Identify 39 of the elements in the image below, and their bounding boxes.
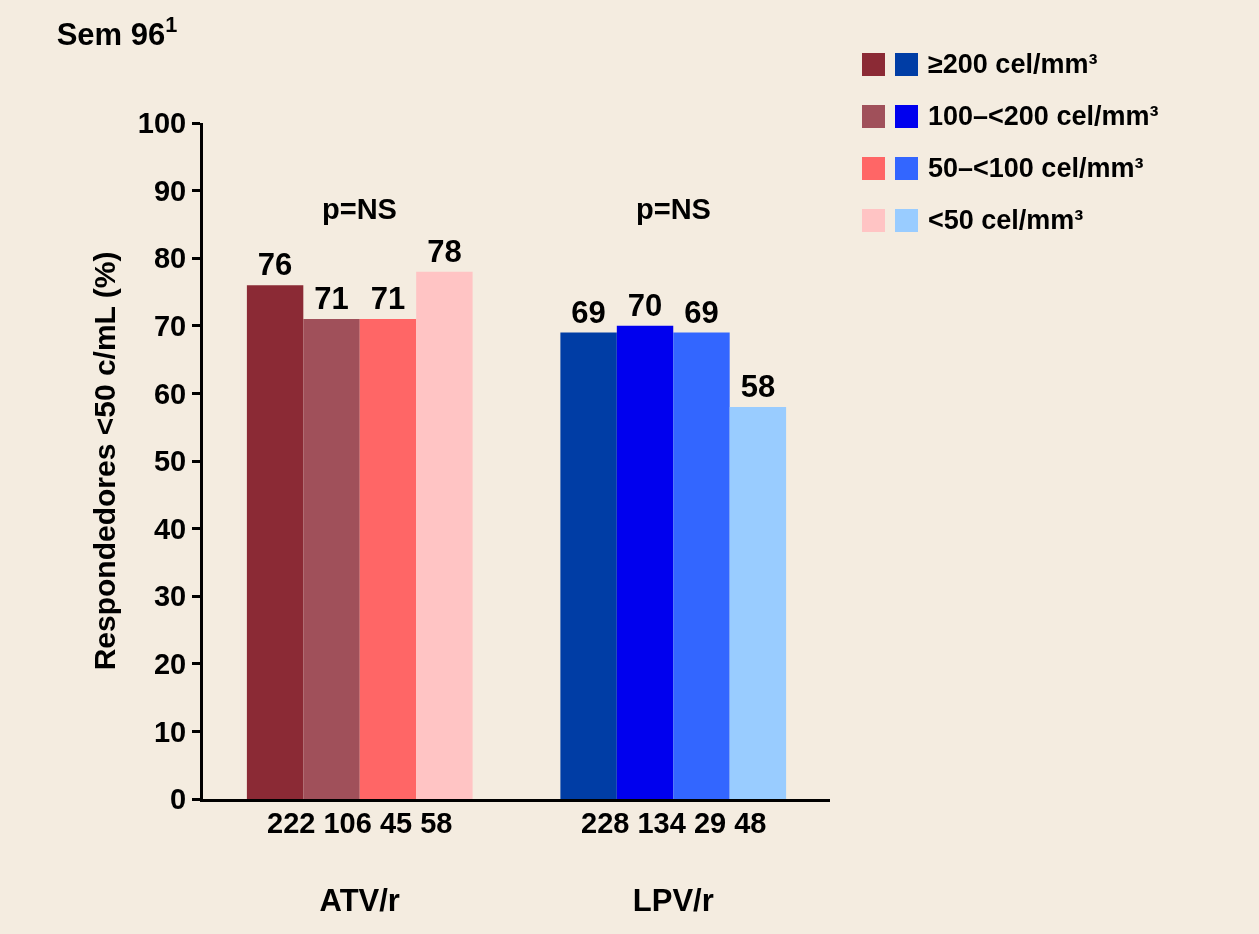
y-tick-label: 40	[153, 512, 187, 545]
legend-label: 50–<100 cel/mm³	[928, 152, 1144, 184]
bar	[560, 332, 617, 799]
legend-label: 100–<200 cel/mm³	[928, 100, 1159, 132]
bar	[416, 271, 473, 799]
data-label: 58	[740, 368, 776, 404]
y-tick-label: 30	[153, 580, 187, 613]
data-label: 69	[571, 294, 606, 330]
y-tick-label: 90	[153, 174, 187, 207]
chart-title: Sem 96$^{1}$	[56, 12, 178, 53]
y-tick-label: 10	[153, 715, 187, 748]
annotation: p=NS	[636, 193, 711, 225]
bar	[359, 319, 417, 799]
data-label: 71	[370, 281, 406, 317]
legend-label: ≥200 cel/mm³	[928, 48, 1098, 80]
y-tick-label: 50	[153, 445, 187, 478]
annotation: 228 134 29 48	[581, 807, 767, 839]
bar	[616, 325, 674, 799]
bar	[246, 285, 304, 799]
data-label: 69	[684, 294, 719, 330]
bar	[673, 332, 730, 799]
y-tick-label: 100	[137, 107, 187, 140]
bar	[303, 319, 360, 799]
y-tick-label: 60	[153, 377, 187, 410]
data-label: 71	[314, 281, 349, 317]
data-label: 76	[257, 247, 293, 283]
bar	[729, 406, 787, 799]
data-label: 70	[627, 287, 663, 323]
y-tick-label: 70	[153, 309, 187, 342]
annotation: 222 106 45 58	[267, 807, 453, 839]
y-tick-label: 20	[153, 647, 187, 680]
data-label: 78	[427, 233, 462, 269]
legend-label: <50 cel/mm³	[928, 204, 1084, 236]
annotation: p=NS	[322, 193, 397, 225]
y-axis-title: Respondedores <50 c/mL (%)	[87, 251, 121, 671]
y-tick-label: 80	[153, 242, 187, 275]
x-tick-label: LPV/r	[632, 883, 714, 919]
y-tick-label: 0	[170, 783, 187, 816]
x-tick-label: ATV/r	[319, 883, 400, 919]
